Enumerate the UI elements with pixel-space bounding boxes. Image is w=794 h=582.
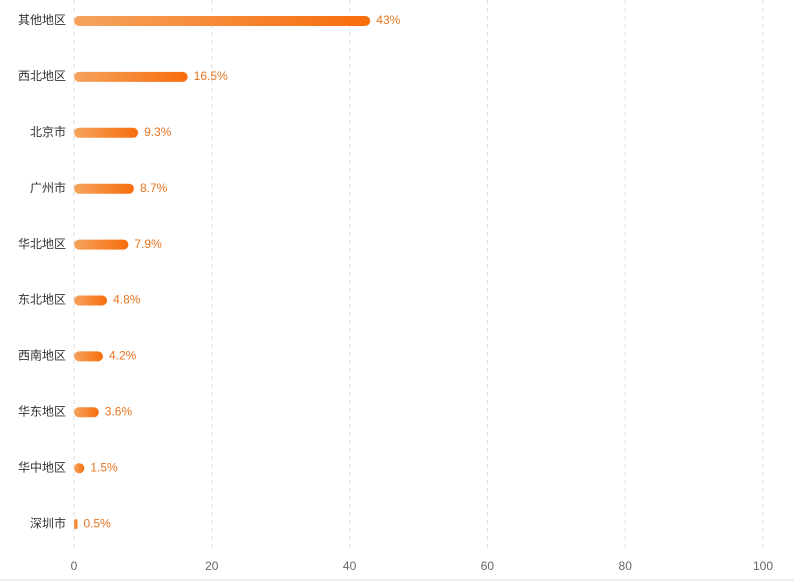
value-label: 7.9% [134,237,162,251]
bar [74,463,85,474]
value-label: 4.2% [109,349,137,363]
value-label: 16.5% [194,69,228,83]
bar [74,239,129,250]
bar [74,295,108,306]
bar [74,519,78,530]
x-tick-label: 20 [205,559,219,573]
category-label: 华中地区 [18,459,66,474]
bar [74,407,99,418]
value-label: 3.6% [105,404,133,418]
bar [74,351,103,362]
category-label: 广州市 [30,180,66,195]
x-tick-label: 60 [481,559,495,573]
value-label: 43% [376,13,400,27]
category-label: 华北地区 [18,237,66,251]
x-tick-label: 80 [619,559,633,573]
category-label: 其他地区 [18,13,66,27]
bar [74,71,188,82]
category-label: 东北地区 [18,293,66,307]
bar [74,127,139,138]
value-label: 0.5% [83,516,111,530]
category-label: 西南地区 [18,348,66,363]
category-label: 西北地区 [18,69,66,83]
x-tick-label: 0 [71,559,78,573]
category-label: 华东地区 [18,404,66,418]
x-tick-label: 40 [343,559,357,573]
bar [74,183,134,194]
category-label: 北京市 [30,124,66,139]
value-label: 9.3% [144,125,172,139]
x-tick-label: 100 [753,559,773,573]
value-label: 1.5% [90,460,118,474]
bar [74,16,371,26]
value-label: 4.8% [113,293,141,307]
value-label: 8.7% [140,181,168,195]
category-label: 深圳市 [30,515,66,530]
